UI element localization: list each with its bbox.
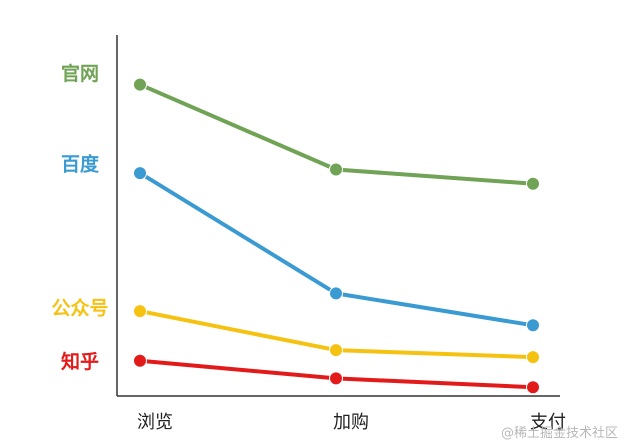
- series-line: [138, 171, 534, 328]
- data-point: [133, 353, 147, 368]
- series-label: 百度: [61, 153, 100, 176]
- x-tick-labels: 浏览 加购 支付: [137, 412, 566, 433]
- data-point: [329, 162, 343, 177]
- series-layer: [133, 77, 540, 395]
- series-2: [133, 304, 540, 365]
- series-label: 知乎: [61, 350, 99, 373]
- x-tick-label: 浏览: [137, 412, 173, 433]
- data-point: [526, 176, 540, 191]
- data-point: [526, 318, 540, 333]
- watermark: @稀土掘金技术社区: [500, 426, 618, 441]
- data-point: [329, 343, 343, 358]
- series-label: 官网: [61, 62, 99, 85]
- data-point: [526, 350, 540, 365]
- data-point: [329, 286, 343, 301]
- data-point: [329, 371, 343, 386]
- x-tick-label: 支付: [530, 412, 566, 433]
- x-tick-label: 加购: [333, 412, 369, 433]
- series-0: [133, 77, 540, 191]
- data-point: [133, 304, 147, 319]
- series-label: 公众号: [51, 297, 108, 320]
- data-point: [133, 77, 147, 92]
- data-point: [133, 166, 147, 181]
- data-point: [526, 380, 540, 395]
- series-1: [133, 166, 540, 333]
- series-3: [133, 353, 540, 395]
